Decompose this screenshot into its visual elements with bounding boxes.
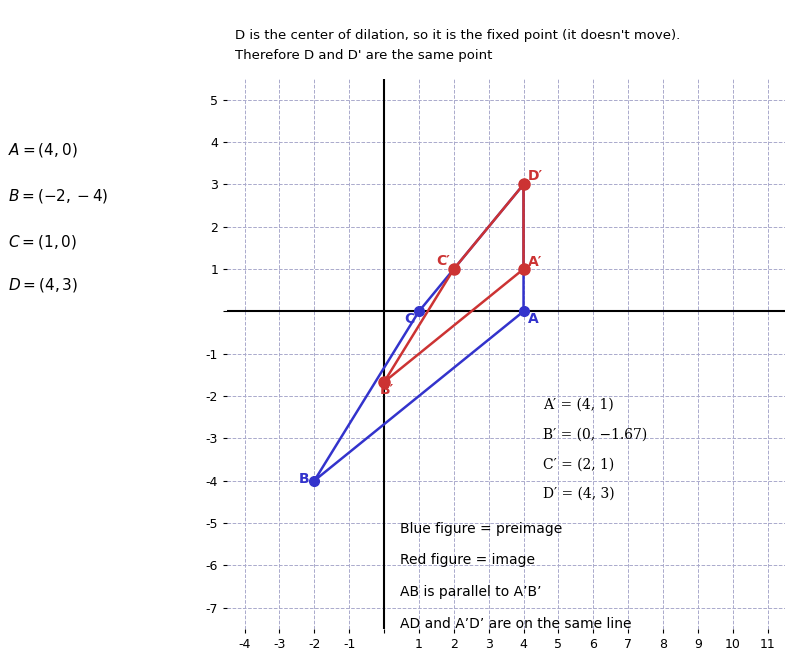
Text: Blue figure = preimage: Blue figure = preimage (400, 521, 563, 536)
Text: B′: B′ (380, 383, 395, 397)
Text: C′ = (2, 1): C′ = (2, 1) (543, 457, 614, 472)
Text: $B = (-2, -4)$: $B = (-2, -4)$ (8, 187, 108, 204)
Text: $C = (1, 0)$: $C = (1, 0)$ (8, 233, 77, 250)
Text: $A = (4, 0)$: $A = (4, 0)$ (8, 141, 77, 159)
Text: C: C (404, 312, 414, 326)
Text: AD and A’D’ are on the same line: AD and A’D’ are on the same line (400, 617, 631, 631)
Text: D′: D′ (528, 169, 543, 183)
Text: B′ = (0, −1.67): B′ = (0, −1.67) (543, 428, 647, 441)
Text: B: B (299, 472, 309, 486)
Text: AB is parallel to A’B’: AB is parallel to A’B’ (400, 586, 542, 599)
Text: A: A (528, 312, 539, 326)
Text: D is the center of dilation, so it is the fixed point (it doesn't move).: D is the center of dilation, so it is th… (235, 29, 681, 43)
Text: A′ = (4, 1): A′ = (4, 1) (543, 398, 614, 412)
Text: A′: A′ (528, 255, 542, 269)
Text: C′: C′ (436, 254, 450, 268)
Text: Therefore D and D' are the same point: Therefore D and D' are the same point (235, 49, 493, 62)
Text: $D = (4, 3)$: $D = (4, 3)$ (8, 276, 78, 294)
Text: D′ = (4, 3): D′ = (4, 3) (543, 487, 614, 501)
Text: Red figure = image: Red figure = image (400, 553, 535, 567)
